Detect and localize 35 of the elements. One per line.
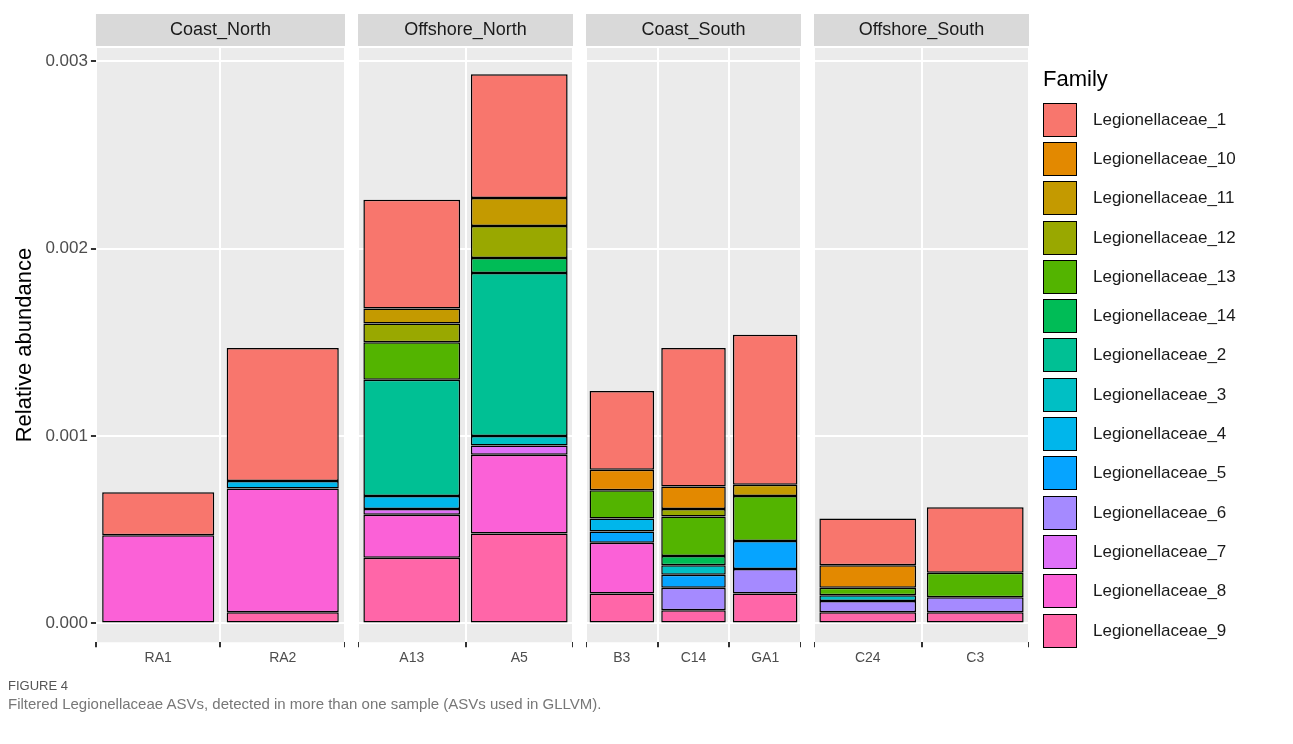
legend-label: Legionellaceae_4 <box>1093 424 1227 445</box>
x-tick-label: C14 <box>680 649 707 666</box>
x-tick-label: RA1 <box>144 649 173 666</box>
text: Filtered Legionellaceae ASVs, detected in more than one sample (ASVs used in GLLVM). <box>8 695 603 712</box>
legend-label: Legionellaceae_13 <box>1093 266 1236 287</box>
x-tick-label: GA1 <box>751 649 780 666</box>
caption: FIGURE 4 <box>8 678 69 693</box>
legend-label: Legionellaceae_14 <box>1093 306 1236 327</box>
y-tick-label: 0.003 <box>45 50 88 70</box>
legend-label: Legionellaceae_7 <box>1093 541 1227 562</box>
chart-title: Coast_North <box>169 18 271 40</box>
x-tick-label: B3 <box>613 649 631 666</box>
legend-label: Legionellaceae_1 <box>1093 109 1227 130</box>
legend-label: Legionellaceae_8 <box>1093 581 1227 602</box>
x-tick-label: A13 <box>399 649 425 666</box>
legend-label: Legionellaceae_11 <box>1093 188 1235 209</box>
chart-title: Offshore_South <box>858 18 985 40</box>
chart-title: Offshore_North <box>404 18 527 40</box>
legend-label: Legionellaceae_5 <box>1093 463 1227 484</box>
legend-label: Legionellaceae_3 <box>1093 384 1227 405</box>
legend-label: Legionellaceae_10 <box>1093 148 1236 169</box>
legend-title: Family <box>1043 66 1109 92</box>
legend-label: Legionellaceae_6 <box>1093 502 1227 523</box>
y-tick-label: 0.001 <box>45 425 88 445</box>
legend-label: Legionellaceae_12 <box>1093 227 1236 248</box>
legend-label: Legionellaceae_9 <box>1093 620 1227 641</box>
y-tick-label: 0.000 <box>45 613 88 633</box>
x-tick-label: C24 <box>854 649 881 666</box>
y-axis-title: Relative abundance <box>11 247 37 443</box>
x-tick-label: RA2 <box>269 649 297 666</box>
legend-label: Legionellaceae_2 <box>1093 345 1227 366</box>
x-tick-label: C3 <box>966 649 985 666</box>
chart-title: Coast_South <box>641 18 746 40</box>
y-tick-label: 0.002 <box>45 238 88 258</box>
x-tick-label: A5 <box>510 649 529 666</box>
